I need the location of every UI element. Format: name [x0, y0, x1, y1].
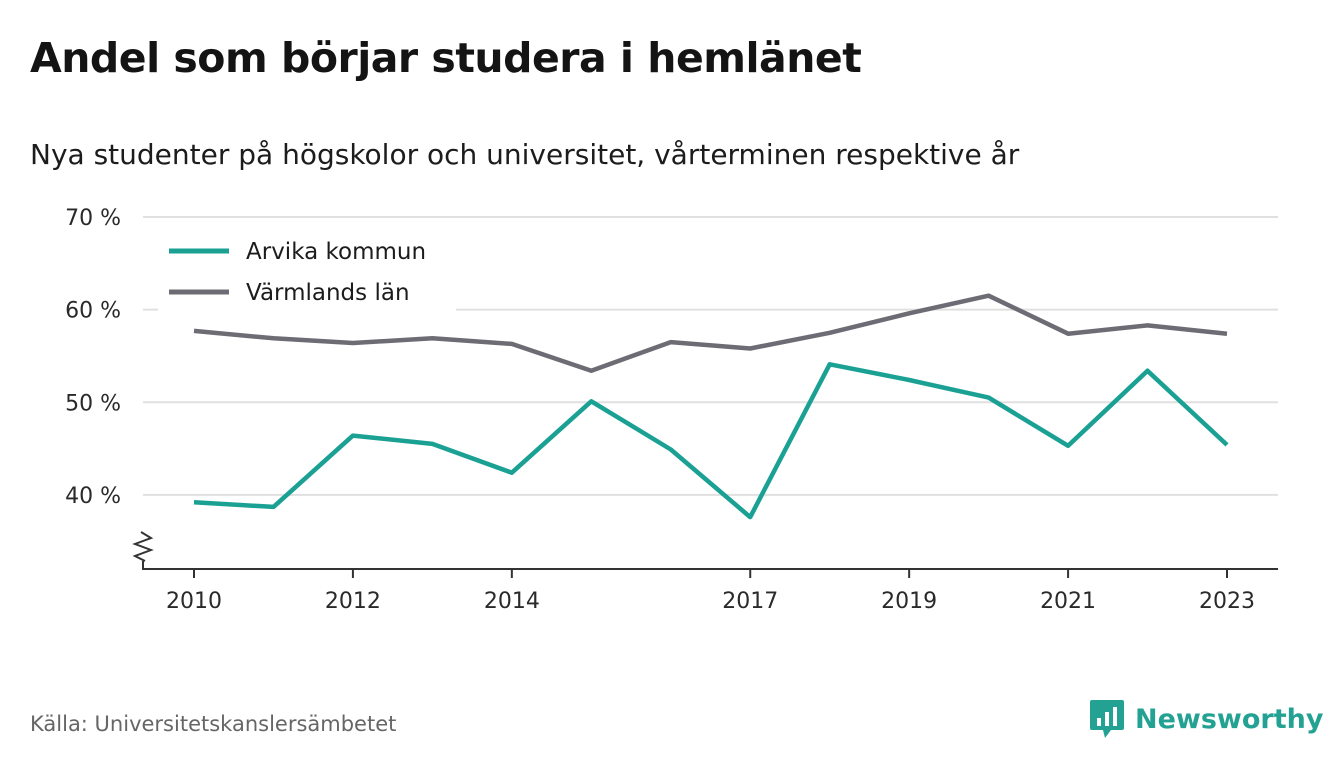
x-tick-label: 2021: [1040, 589, 1096, 614]
chart-subtitle: Nya studenter på högskolor och universit…: [30, 138, 1020, 171]
x-tick-label: 2014: [484, 589, 540, 614]
legend-label: Arvika kommun: [246, 239, 426, 265]
brand: Newsworthy: [1089, 698, 1323, 740]
line-chart: 40 % 50 % 60 % 70 % 2010 2012 2014 2017 2019 2021…: [65, 206, 1278, 614]
source-note: Källa: Universitetskanslersämbetet: [30, 712, 397, 736]
chart-title: Andel som börjar studera i hemlänet: [30, 34, 862, 82]
x-tick-label: 2017: [722, 589, 778, 614]
series-line-arvika-kommun: [193, 362, 1229, 520]
y-tick-label: 50 %: [65, 391, 121, 416]
axes: 40 % 50 % 60 % 70 % 2010 2012 2014 2017 2019 2021…: [65, 206, 1278, 614]
x-tick-label: 2010: [166, 589, 222, 614]
series-lines: [193, 293, 1229, 520]
series-line-varmlands-lan: [193, 293, 1228, 374]
x-tick-label: 2019: [881, 589, 937, 614]
newsworthy-logo-icon: [1090, 700, 1124, 738]
legend-label: Värmlands län: [246, 280, 410, 306]
y-tick-label: 40 %: [65, 484, 121, 509]
gridlines: [143, 216, 1278, 496]
y-tick-label: 60 %: [65, 299, 121, 324]
legend: Arvika kommun Värmlands län: [158, 228, 456, 312]
x-tick-label: 2023: [1199, 589, 1255, 614]
legend-background: [158, 228, 456, 312]
y-tick-label: 70 %: [65, 206, 121, 231]
x-tick-label: 2012: [325, 589, 381, 614]
axis-break-icon: [132, 531, 154, 562]
brand-name: Newsworthy: [1135, 703, 1324, 735]
